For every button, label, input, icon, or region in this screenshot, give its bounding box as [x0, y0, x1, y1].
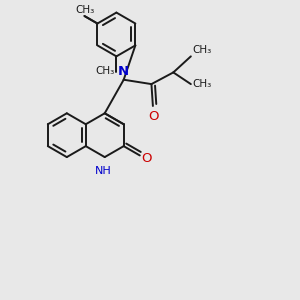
Text: CH₃: CH₃	[96, 66, 115, 76]
Text: O: O	[148, 110, 159, 123]
Text: NH: NH	[95, 166, 112, 176]
Text: O: O	[141, 152, 152, 165]
Text: CH₃: CH₃	[192, 45, 212, 55]
Text: N: N	[118, 65, 129, 78]
Text: CH₃: CH₃	[192, 79, 212, 89]
Text: CH₃: CH₃	[75, 5, 94, 15]
